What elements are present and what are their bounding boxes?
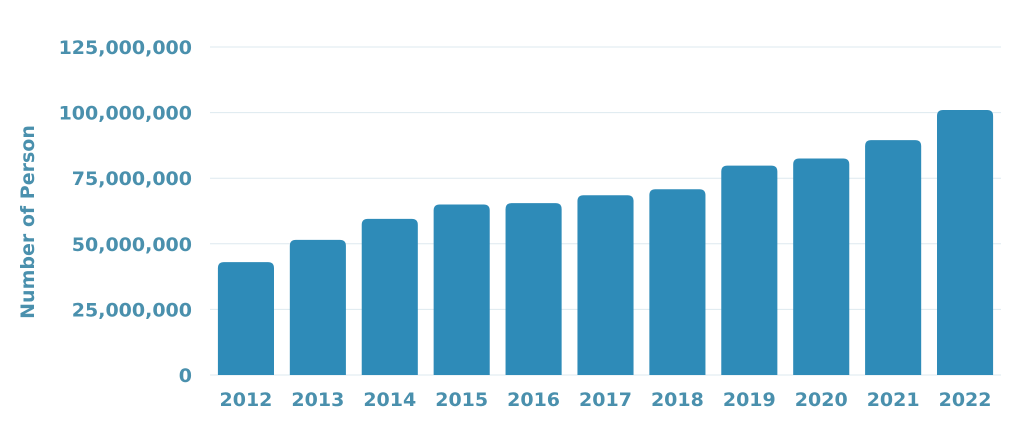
x-tick-label: 2014 xyxy=(363,389,416,411)
y-axis-title: Number of Person xyxy=(17,125,39,319)
x-tick-label: 2017 xyxy=(579,389,632,411)
bar-2020 xyxy=(793,158,850,375)
y-tick-label: 50,000,000 xyxy=(72,234,192,256)
bar-2014 xyxy=(361,218,418,375)
y-tick-label: 75,000,000 xyxy=(72,168,192,190)
x-tick-label: 2013 xyxy=(291,389,344,411)
bar-2019 xyxy=(721,165,778,375)
x-tick-label: 2018 xyxy=(651,389,704,411)
x-tick-label: 2021 xyxy=(867,389,920,411)
x-tick-label: 2020 xyxy=(795,389,848,411)
bar-2015 xyxy=(433,204,490,375)
bar-2016 xyxy=(505,203,562,375)
x-tick-label: 2022 xyxy=(939,389,992,411)
bar-2017 xyxy=(577,195,634,375)
y-tick-label: 125,000,000 xyxy=(59,37,192,59)
y-tick-label: 100,000,000 xyxy=(59,103,192,125)
x-tick-label: 2015 xyxy=(435,389,488,411)
y-tick-label: 0 xyxy=(179,365,192,387)
y-axis-ticks: 0 25,000,000 50,000,000 75,000,000 100,000,0… xyxy=(59,37,192,387)
bar-2021 xyxy=(865,140,922,375)
y-tick-label: 25,000,000 xyxy=(72,299,192,321)
bar-2012 xyxy=(217,262,274,375)
bar-2022 xyxy=(937,109,994,375)
bar-2018 xyxy=(649,189,706,375)
bar-2013 xyxy=(289,239,346,375)
x-tick-label: 2012 xyxy=(220,389,273,411)
x-tick-label: 2019 xyxy=(723,389,776,411)
x-axis-ticks: 2012 2013 2014 2015 2016 2017 2018 2019 2020 2021… xyxy=(220,389,992,411)
x-tick-label: 2016 xyxy=(507,389,560,411)
bars xyxy=(217,109,994,375)
